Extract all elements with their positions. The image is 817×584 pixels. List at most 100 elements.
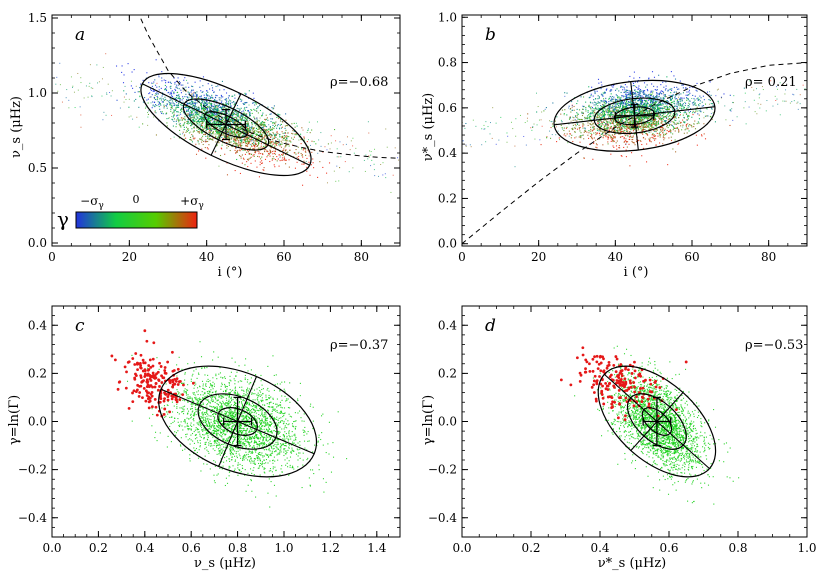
data-point <box>642 109 644 111</box>
data-point <box>652 95 655 97</box>
data-point <box>654 129 656 131</box>
data-point <box>270 146 272 148</box>
data-point <box>208 110 211 112</box>
data-point <box>245 142 247 144</box>
data-point <box>276 127 278 129</box>
data-point <box>201 118 203 120</box>
data-point <box>654 135 657 137</box>
data-point <box>226 116 228 118</box>
data-point <box>271 107 273 109</box>
data-point <box>617 102 619 104</box>
data-point <box>595 98 597 100</box>
data-point <box>679 107 681 109</box>
data-point <box>235 120 237 122</box>
data-point <box>186 96 188 98</box>
data-point <box>201 119 203 121</box>
data-point <box>631 102 633 104</box>
data-point <box>652 122 654 124</box>
data-point <box>245 117 247 119</box>
data-point <box>300 133 302 135</box>
data-point <box>619 104 621 106</box>
data-point <box>653 85 655 87</box>
data-point <box>597 105 599 107</box>
data-point <box>546 137 548 139</box>
data-point <box>650 121 652 123</box>
data-point <box>249 126 251 128</box>
data-point <box>611 118 613 120</box>
data-point <box>110 95 112 97</box>
data-point <box>629 75 631 78</box>
data-point <box>176 99 178 101</box>
data-point <box>662 127 664 129</box>
data-point <box>241 162 243 164</box>
data-point <box>641 112 643 114</box>
data-point <box>91 95 93 97</box>
data-point <box>170 82 172 84</box>
data-point <box>170 99 172 101</box>
data-point <box>213 121 215 123</box>
data-point <box>254 131 256 133</box>
data-point <box>576 128 579 130</box>
data-point <box>265 118 267 120</box>
data-point <box>191 123 193 125</box>
data-point <box>581 112 583 114</box>
data-point <box>243 134 245 136</box>
data-point <box>211 128 213 130</box>
data-point <box>670 130 672 132</box>
data-point <box>193 127 195 129</box>
data-point <box>664 106 667 108</box>
data-point <box>148 82 150 84</box>
data-point <box>608 108 611 111</box>
data-point <box>262 169 264 171</box>
data-point <box>624 109 626 111</box>
data-point <box>217 112 219 114</box>
data-point <box>591 130 593 132</box>
data-point <box>165 105 167 107</box>
data-point <box>297 158 299 160</box>
data-point <box>229 103 231 105</box>
data-point <box>215 108 217 110</box>
data-point <box>649 123 651 125</box>
y-tick-label: 1.0 <box>28 86 47 100</box>
data-point <box>189 116 191 118</box>
data-point <box>226 110 228 112</box>
data-point <box>197 97 199 99</box>
data-point <box>249 148 251 150</box>
data-point <box>236 107 238 109</box>
data-point <box>281 143 283 145</box>
data-point <box>191 128 193 130</box>
data-point <box>149 88 152 90</box>
data-point <box>228 142 230 144</box>
data-point <box>596 132 598 134</box>
data-point <box>597 122 599 124</box>
data-point <box>218 121 221 124</box>
data-point <box>248 149 250 151</box>
data-point <box>278 127 281 129</box>
data-point <box>663 101 665 104</box>
data-point <box>176 84 178 86</box>
data-point <box>637 100 639 102</box>
data-point <box>218 119 220 121</box>
data-point <box>274 153 276 155</box>
data-point <box>154 94 156 96</box>
data-point <box>239 138 241 140</box>
data-point <box>283 132 285 134</box>
data-point <box>298 155 300 158</box>
data-point <box>681 104 683 106</box>
data-point <box>589 96 591 98</box>
data-point <box>616 122 618 124</box>
data-point <box>191 134 193 136</box>
data-point <box>623 146 625 148</box>
data-point <box>257 145 259 147</box>
data-point <box>187 97 189 99</box>
data-point <box>245 141 247 143</box>
data-point <box>239 98 242 100</box>
data-point <box>172 96 174 98</box>
data-point <box>626 134 628 136</box>
data-point <box>625 103 627 105</box>
data-point <box>619 106 621 108</box>
data-point <box>551 123 554 125</box>
data-point <box>284 159 286 161</box>
data-point <box>690 125 693 127</box>
data-point <box>166 125 168 127</box>
